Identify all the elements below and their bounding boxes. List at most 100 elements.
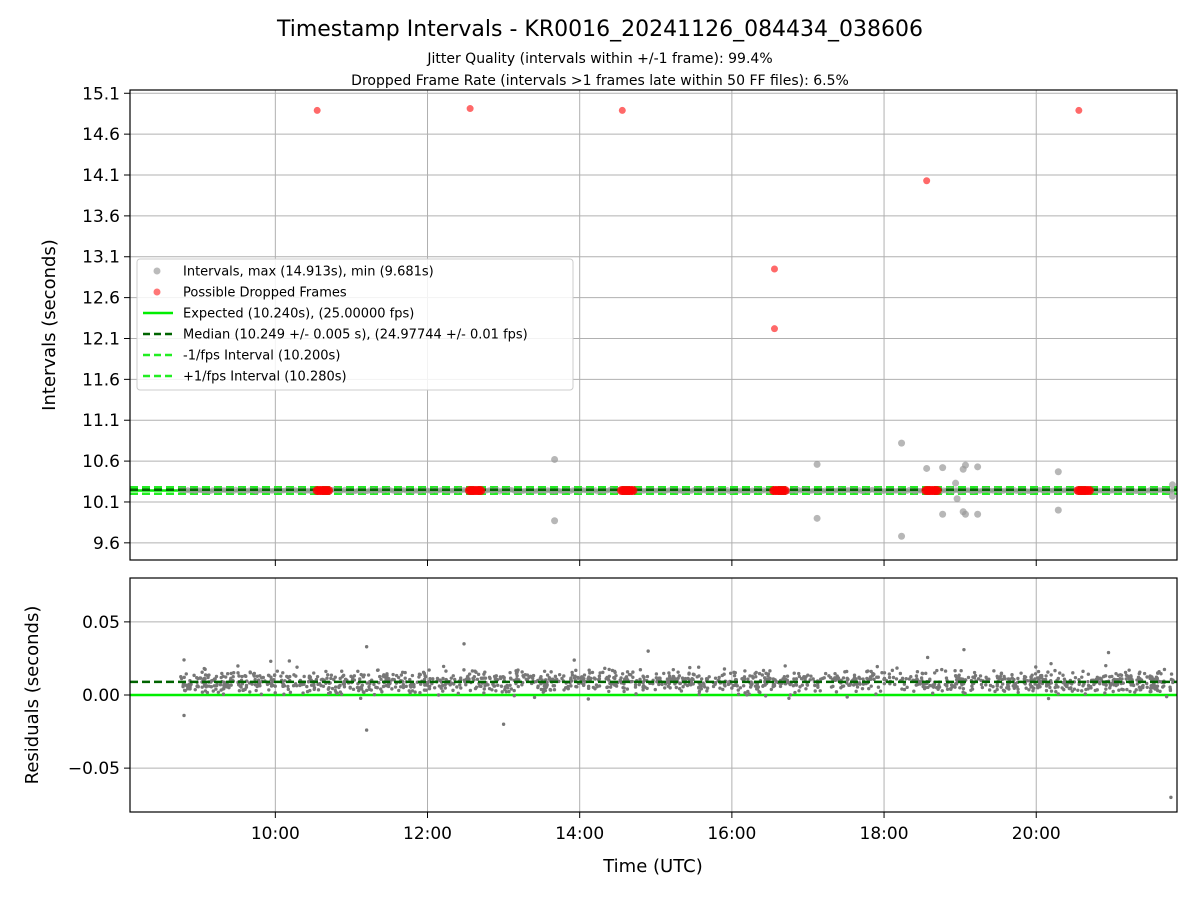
residual-point <box>524 677 529 682</box>
residual-point <box>531 673 536 678</box>
residual-point <box>399 673 404 677</box>
residual-point <box>976 677 981 681</box>
residual-point <box>362 690 366 695</box>
residual-point <box>1039 674 1044 679</box>
residual-point <box>923 685 928 690</box>
residual-point <box>1137 671 1141 676</box>
residual-point <box>490 688 494 692</box>
residual-point <box>428 676 432 681</box>
interval-outlier-point <box>939 510 947 518</box>
residual-point <box>654 672 659 676</box>
residual-point <box>1138 688 1142 692</box>
residual-point <box>740 677 744 681</box>
residual-point <box>229 683 233 687</box>
residual-point <box>381 684 386 689</box>
residual-point <box>466 674 470 679</box>
residual-point <box>499 684 504 688</box>
residual-point <box>961 686 966 691</box>
residual-point <box>869 684 873 688</box>
residual-point <box>312 686 317 690</box>
residual-point <box>455 685 459 689</box>
residual-point <box>1094 677 1098 682</box>
residual-point <box>869 677 873 681</box>
residual-point <box>979 678 983 683</box>
residual-point <box>848 683 852 687</box>
residual-point <box>198 676 202 680</box>
residual-point <box>705 677 710 681</box>
residual-point <box>451 688 455 693</box>
residual-point <box>448 683 452 687</box>
residual-point <box>553 674 558 679</box>
residual-point <box>761 668 766 673</box>
residual-point <box>220 671 224 676</box>
residual-point <box>937 685 942 689</box>
residual-point <box>858 677 862 681</box>
residual-point <box>1056 692 1060 696</box>
residual-point <box>464 683 468 687</box>
residual-point <box>855 685 860 689</box>
residual-point <box>1088 684 1093 689</box>
residuals-panel: −0.05 0.00 0.05 10:00 12:00 14:00 16:00 18:00 20… <box>68 577 1178 844</box>
residual-point <box>314 677 319 682</box>
residual-point <box>878 689 883 693</box>
residual-point <box>225 672 230 676</box>
residual-point <box>334 690 338 695</box>
residual-point <box>1115 682 1120 687</box>
residual-point <box>1155 684 1160 688</box>
residual-point <box>641 685 645 689</box>
residual-point <box>978 674 983 678</box>
residual-point <box>244 683 249 688</box>
residual-point <box>365 688 369 693</box>
residual-point <box>1043 677 1048 682</box>
residual-point <box>999 671 1004 675</box>
residual-point <box>995 684 999 688</box>
residual-point <box>378 674 382 679</box>
residual-point <box>794 683 799 687</box>
interval-outlier-point <box>898 532 906 540</box>
residual-point <box>286 684 290 689</box>
residual-point <box>453 677 457 682</box>
residual-point <box>1035 683 1040 688</box>
residual-point <box>1065 684 1069 689</box>
residual-point <box>279 674 283 678</box>
residual-point <box>307 674 312 678</box>
residual-point <box>1083 692 1087 696</box>
residual-point <box>381 674 385 678</box>
residual-point <box>1046 670 1050 674</box>
residual-point <box>782 674 787 679</box>
residual-point <box>532 695 537 700</box>
residual-point <box>1108 683 1113 688</box>
residual-point <box>1101 674 1106 679</box>
residual-point <box>662 671 666 676</box>
residual-point <box>508 670 512 675</box>
interval-outlier-point <box>939 464 947 472</box>
residual-point <box>861 682 866 686</box>
residual-point <box>285 674 289 679</box>
residual-point <box>440 683 445 688</box>
residual-point <box>634 692 638 696</box>
residual-point <box>487 675 492 680</box>
residual-point <box>193 687 197 692</box>
residual-point <box>427 668 431 672</box>
legend-marker <box>153 267 161 275</box>
residual-point <box>1025 678 1029 683</box>
residual-point <box>1027 688 1031 692</box>
intervals_panel-y-tick-label: 13.6 <box>82 207 120 227</box>
residual-point <box>258 684 262 688</box>
residual-point <box>797 689 801 693</box>
residual-point <box>711 684 716 689</box>
residual-point <box>1044 688 1049 693</box>
residual-point <box>943 669 948 673</box>
residual-point <box>203 673 208 677</box>
residual-point <box>590 670 595 675</box>
residual-point <box>391 672 395 677</box>
residual-point <box>252 674 256 678</box>
residual-point <box>507 689 511 694</box>
residual-point <box>456 691 460 695</box>
residual-point <box>788 682 792 687</box>
residual-point <box>218 683 223 687</box>
dropped-frame-point <box>618 106 626 114</box>
intervals-data <box>130 105 1177 540</box>
residual-point <box>365 681 369 685</box>
residual-point <box>655 680 659 684</box>
